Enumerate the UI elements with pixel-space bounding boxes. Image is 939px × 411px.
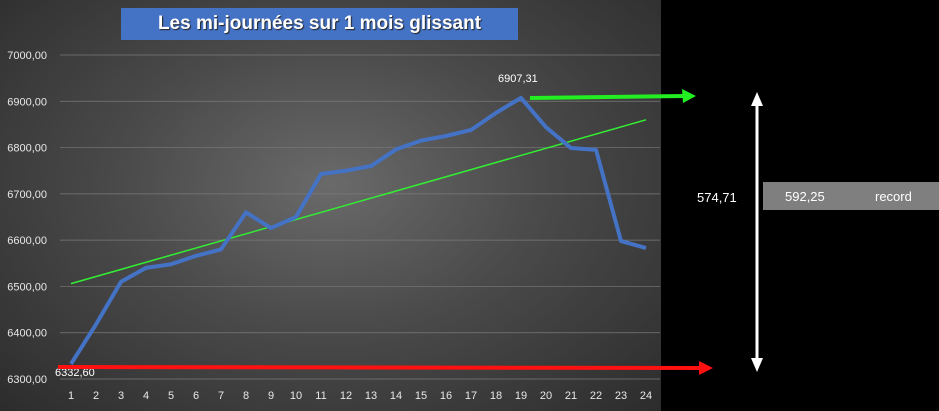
record-box: 592,25 record [763, 182, 939, 210]
range-arrow [751, 92, 763, 372]
y-tick-label: 7000,00 [7, 50, 47, 62]
y-tick-label: 6600,00 [7, 235, 47, 247]
x-tick-label: 20 [540, 390, 552, 402]
y-tick-label: 6400,00 [7, 328, 47, 340]
gridlines [60, 54, 660, 380]
x-tick-label: 12 [340, 390, 352, 402]
x-tick-label: 8 [243, 390, 249, 402]
chart-area: 6300,00 6400,00 6500,00 6600,00 6700,00 6800,… [0, 0, 661, 411]
series-line [69, 95, 647, 365]
x-tick-label: 11 [315, 390, 326, 402]
x-tick-label: 1 [68, 390, 74, 402]
y-tick-labels: 6300,00 6400,00 6500,00 6600,00 6700,00 6800,… [7, 50, 47, 386]
x-tick-label: 16 [440, 390, 452, 402]
x-tick-labels: 1 2 3 4 5 6 7 8 9 10 11 12 13 14 15 16 17 18 19 20 21 22 23 24 [68, 390, 652, 402]
x-tick-label: 13 [365, 390, 377, 402]
x-tick-label: 21 [565, 390, 577, 402]
y-tick-label: 6500,00 [7, 281, 47, 293]
x-tick-label: 5 [168, 390, 174, 402]
x-tick-label: 15 [415, 390, 427, 402]
max-data-label: 6907,31 [498, 73, 538, 85]
chart-title: Les mi-journées sur 1 mois glissant [121, 8, 518, 40]
x-tick-label: 18 [490, 390, 502, 402]
x-tick-label: 9 [268, 390, 274, 402]
record-value: 592,25 [785, 189, 825, 204]
min-data-label: 6332,60 [55, 367, 95, 379]
y-tick-label: 6700,00 [7, 189, 47, 201]
x-tick-label: 14 [390, 390, 402, 402]
y-tick-label: 6900,00 [7, 96, 47, 108]
x-tick-label: 22 [590, 390, 602, 402]
trendline [70, 119, 647, 285]
x-tick-label: 24 [640, 390, 652, 402]
x-tick-label: 19 [515, 390, 527, 402]
x-tick-label: 23 [615, 390, 627, 402]
x-tick-label: 17 [465, 390, 477, 402]
record-label: record [875, 189, 912, 204]
x-tick-label: 10 [290, 390, 302, 402]
y-tick-label: 6300,00 [7, 374, 47, 386]
range-value: 574,71 [697, 190, 737, 205]
chart-plot: 6300,00 6400,00 6500,00 6600,00 6700,00 6800,… [7, 50, 660, 402]
x-tick-label: 3 [118, 390, 124, 402]
x-tick-label: 6 [193, 390, 199, 402]
x-tick-label: 4 [143, 390, 149, 402]
x-tick-label: 2 [93, 390, 99, 402]
x-tick-label: 7 [218, 390, 224, 402]
y-tick-label: 6800,00 [7, 143, 47, 155]
